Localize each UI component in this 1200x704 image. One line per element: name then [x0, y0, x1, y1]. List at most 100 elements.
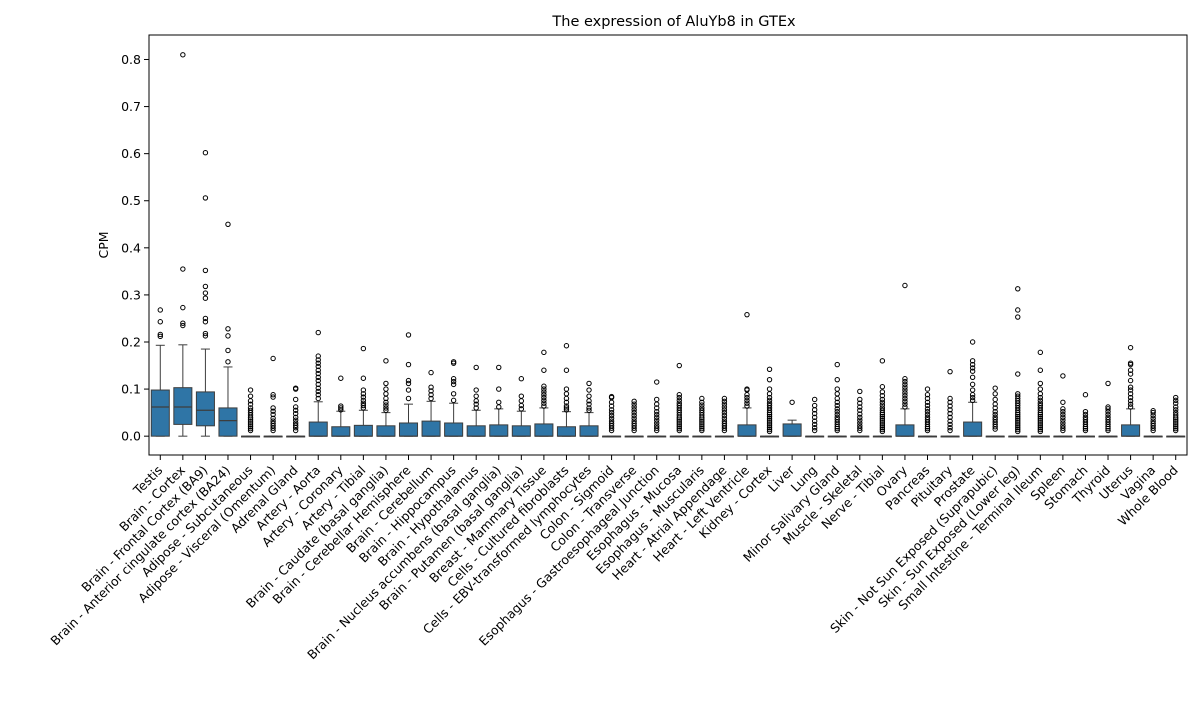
outlier-point — [857, 425, 863, 431]
outlier-point — [789, 399, 795, 405]
outlier-point — [1015, 393, 1021, 399]
outlier-point — [969, 365, 976, 371]
outlier-point — [676, 400, 682, 406]
outlier-point — [766, 366, 773, 373]
outlier-point — [1060, 414, 1066, 421]
outlier-point — [857, 414, 863, 421]
outlier-point — [811, 427, 818, 434]
outlier-point — [924, 416, 931, 423]
outlier-point — [315, 363, 321, 370]
outlier-point — [360, 345, 367, 352]
outlier-point — [608, 409, 615, 416]
outlier-point — [1015, 413, 1021, 420]
outlier-point — [766, 397, 773, 404]
outlier-point — [1173, 409, 1179, 416]
outlier-point — [631, 407, 637, 413]
outlier-point — [315, 377, 321, 384]
outlier-point — [1037, 424, 1044, 431]
outlier-point — [180, 322, 186, 329]
outlier-point — [744, 400, 750, 406]
outlier-point — [1037, 426, 1044, 433]
outlier-point — [202, 267, 209, 274]
outlier-point — [1037, 415, 1044, 421]
outlier-point — [766, 413, 773, 420]
outlier-point — [969, 374, 976, 381]
outlier-point — [202, 330, 209, 337]
outlier-point — [1015, 286, 1021, 292]
outlier-point — [270, 392, 276, 398]
outlier-point — [631, 415, 637, 421]
outlier-point — [292, 414, 299, 421]
outlier-point — [586, 405, 592, 411]
outlier-point — [834, 414, 840, 421]
outlier-point — [1105, 406, 1111, 412]
outlier-point — [969, 361, 976, 368]
outlier-point — [563, 405, 570, 411]
outlier-point — [247, 405, 254, 411]
outlier-point — [383, 402, 389, 408]
outlier-point — [1037, 400, 1044, 406]
outlier-point — [766, 421, 773, 427]
outlier-point — [292, 385, 299, 391]
outlier-point — [879, 396, 886, 403]
outlier-point — [992, 385, 998, 391]
outlier-point — [586, 387, 592, 393]
outlier-point — [1060, 408, 1066, 415]
outlier-point — [315, 395, 321, 402]
outlier-point — [1082, 414, 1089, 421]
outlier-point — [744, 397, 750, 404]
outlier-point — [247, 424, 254, 430]
box — [489, 424, 509, 437]
outlier-point — [518, 393, 525, 399]
outlier-point — [1105, 411, 1111, 418]
y-tick-label: 0.6 — [121, 146, 141, 161]
outlier-point — [270, 420, 276, 427]
outlier-point — [924, 399, 931, 405]
outlier-point — [270, 355, 276, 362]
outlier-point — [563, 391, 570, 397]
outlier-point — [879, 415, 886, 421]
outlier-point — [811, 396, 818, 403]
outlier-point — [721, 409, 728, 416]
outlier-point — [1173, 424, 1179, 430]
outlier-point — [180, 320, 186, 326]
chart-title: The expression of AluYb8 in GTEx — [551, 14, 796, 30]
box — [444, 422, 464, 437]
outlier-point — [180, 266, 186, 272]
box — [218, 407, 238, 437]
outlier-point — [902, 282, 908, 289]
outlier-point — [969, 387, 976, 393]
outlier-point — [608, 418, 615, 424]
outlier-point — [811, 410, 818, 417]
outlier-point — [947, 403, 953, 409]
outlier-point — [631, 420, 637, 427]
outlier-point — [924, 402, 931, 409]
outlier-point — [1127, 344, 1134, 351]
box — [466, 425, 486, 437]
outlier-point — [654, 408, 660, 415]
outlier-point — [1015, 428, 1021, 435]
outlier-point — [654, 417, 660, 423]
outlier-point — [247, 418, 254, 424]
outlier-point — [338, 375, 344, 381]
outlier-point — [1082, 392, 1089, 398]
outlier-point — [1173, 422, 1179, 428]
outlier-point — [631, 412, 637, 419]
outlier-point — [879, 407, 886, 413]
outlier-point — [1015, 314, 1021, 320]
outlier-point — [157, 333, 163, 340]
outlier-point — [450, 376, 457, 382]
outlier-point — [1060, 417, 1066, 423]
outlier-point — [360, 397, 367, 404]
outlier-point — [654, 414, 660, 421]
outlier-point — [1150, 409, 1156, 416]
outlier-point — [766, 415, 773, 421]
outlier-point — [766, 419, 773, 425]
outlier-point — [1037, 421, 1044, 427]
outlier-point — [902, 404, 908, 410]
outlier-point — [811, 414, 818, 421]
outlier-point — [947, 407, 953, 413]
outlier-point — [1105, 427, 1111, 434]
outlier-point — [834, 411, 840, 418]
